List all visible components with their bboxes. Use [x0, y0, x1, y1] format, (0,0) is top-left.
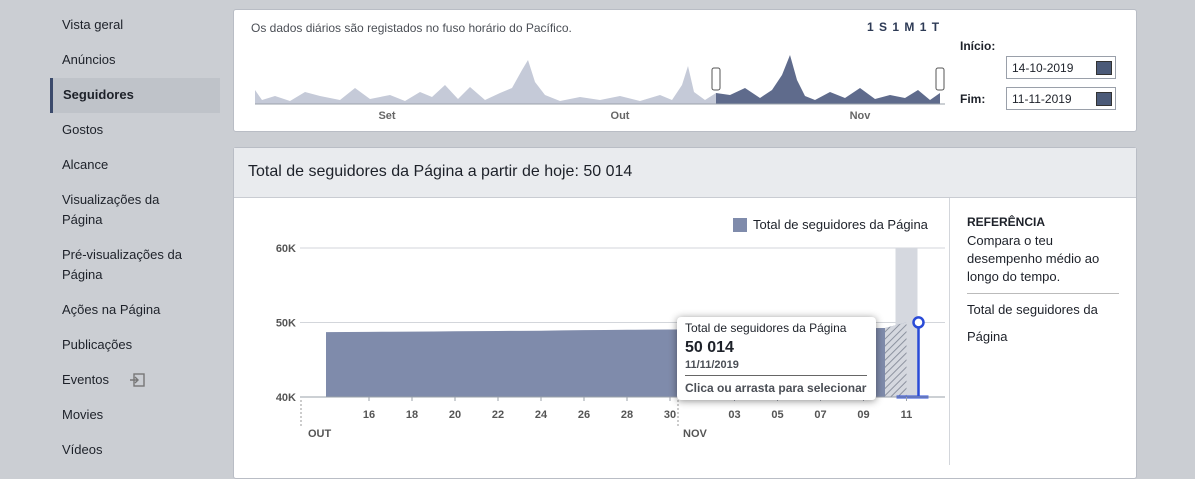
y-tick-label: 40K	[276, 392, 296, 404]
end-date: 11-11-2019	[1012, 92, 1072, 106]
start-label: Início:	[960, 39, 996, 53]
calendar-icon[interactable]	[1096, 61, 1112, 75]
end-label: Fim:	[960, 92, 986, 106]
preset[interactable]: 1 M	[892, 20, 916, 34]
reference-heading: REFERÊNCIA	[967, 215, 1046, 229]
nav-item[interactable]: Eventos	[50, 363, 220, 398]
presets: 1 S 1 M 1 T	[867, 20, 940, 34]
timeline-label: Out	[611, 110, 630, 122]
nav-item[interactable]: Visualizações da Página	[62, 192, 160, 227]
nav-item[interactable]: Publicações	[62, 337, 133, 352]
legend-swatch	[733, 218, 747, 232]
x-tick-label: 24	[535, 409, 548, 421]
range-card	[233, 9, 1137, 132]
x-tick-label: 20	[449, 409, 461, 421]
y-tick-label: 50K	[276, 318, 296, 330]
range-handle[interactable]	[935, 67, 945, 91]
calendar-icon[interactable]	[1096, 92, 1112, 106]
x-tick-label: 03	[728, 409, 740, 421]
x-tick-label: 30	[664, 409, 676, 421]
nav-item[interactable]: Gostos	[62, 122, 104, 137]
tooltip-rule	[685, 375, 867, 376]
reference-rule	[967, 293, 1119, 294]
panel-header	[234, 148, 1136, 198]
timeline-area-past	[255, 60, 716, 104]
panel-title: Total de seguidores da Página a partir d…	[248, 163, 633, 180]
start-date: 14-10-2019	[1012, 61, 1074, 75]
x-tick-label: 16	[363, 409, 375, 421]
reference-metric[interactable]: Total de seguidores da Página	[967, 302, 1098, 344]
tooltip-date: 11/11/2019	[685, 359, 739, 371]
y-tick-label: 60K	[276, 243, 296, 255]
end-date-input[interactable]: 11-11-2019	[1006, 87, 1116, 110]
nav-item[interactable]: Movies	[62, 407, 104, 422]
x-tick-label: 07	[814, 409, 826, 421]
tooltip: Total de seguidores da Página 50 014 11/…	[677, 317, 876, 400]
selected-segment	[885, 322, 907, 397]
x-tick-label: 18	[406, 409, 418, 421]
tooltip-title: Total de seguidores da Página	[685, 321, 847, 335]
month-label: NOV	[683, 428, 708, 440]
x-tick-label: 22	[492, 409, 504, 421]
start-date-input[interactable]: 14-10-2019	[1006, 56, 1116, 79]
nav-item[interactable]: Ações na Página	[62, 302, 161, 317]
x-tick-label: 28	[621, 409, 633, 421]
external-icon	[130, 373, 145, 387]
preset[interactable]: 1 T	[919, 20, 941, 34]
timezone-note: Os dados diários são registados no fuso …	[251, 21, 572, 35]
nav-item[interactable]: Alcance	[62, 157, 109, 172]
sidebar: Vista geral Anúncios Seguidores Gostos A…	[50, 8, 220, 468]
range-handle[interactable]	[711, 67, 721, 91]
selected-point	[912, 316, 925, 329]
page: Vista geral Anúncios Seguidores Gostos A…	[50, 8, 1137, 479]
nav-label: Eventos	[62, 372, 109, 387]
x-tick-label: 09	[857, 409, 869, 421]
x-tick-label: 11	[901, 409, 913, 421]
nav-item[interactable]: Vídeos	[62, 442, 103, 457]
timeline-label: Nov	[850, 110, 872, 122]
preset[interactable]: 1 S	[867, 20, 889, 34]
timeline-label: Set	[378, 110, 395, 122]
nav-item[interactable]: Anúncios	[62, 52, 116, 67]
legend-label: Total de seguidores da Página	[753, 217, 929, 232]
followers-card	[233, 147, 1137, 479]
nav-item[interactable]: Pré-visualizações da Página	[62, 247, 182, 282]
x-tick-label: 26	[578, 409, 590, 421]
tooltip-value: 50 014	[685, 339, 734, 356]
month-label: OUT	[308, 428, 332, 440]
nav-item[interactable]: Vista geral	[62, 17, 124, 32]
timeline: Set Out Nov	[255, 55, 945, 122]
reference-text: Compara o teu desempenho médio ao longo …	[967, 233, 1100, 284]
divider	[949, 198, 950, 465]
x-tick-label: 05	[771, 409, 783, 421]
tooltip-action[interactable]: Clica ou arrasta para selecionar	[685, 381, 867, 395]
timeline-area-selected	[716, 55, 940, 104]
nav-item-selected[interactable]: Seguidores	[50, 78, 220, 113]
